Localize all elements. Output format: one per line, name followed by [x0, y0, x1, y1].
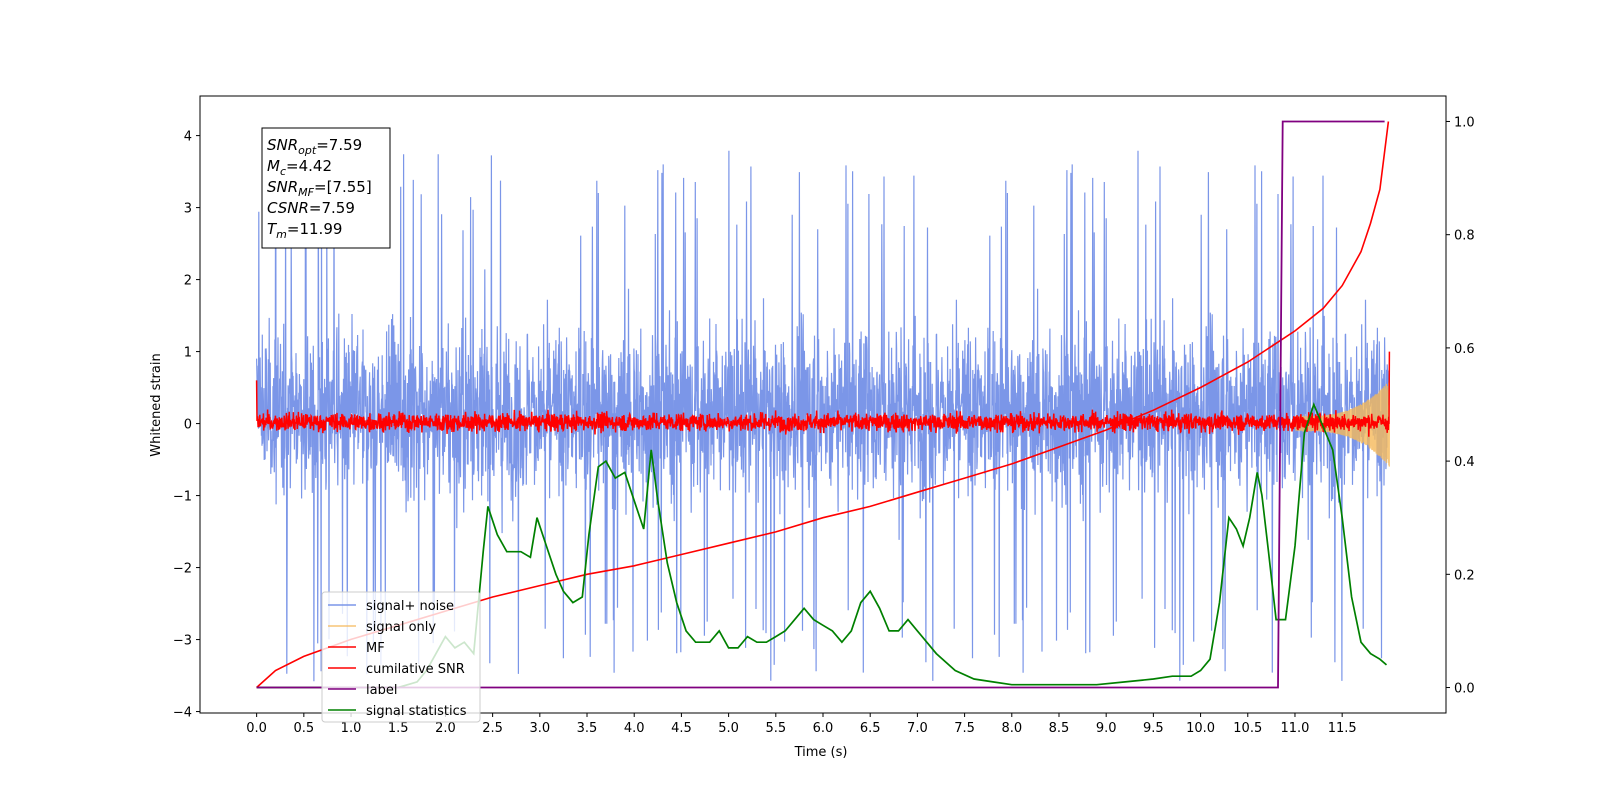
y2-tick-label: 0.4 [1454, 455, 1475, 470]
x-tick-label: 11.5 [1328, 721, 1357, 736]
x-tick-label: 0.0 [246, 721, 267, 736]
y2-tick-label: 1.0 [1454, 115, 1475, 130]
y-tick-label: 0 [184, 418, 192, 433]
legend-label: signal only [366, 620, 436, 635]
annotation-frame [261, 127, 391, 249]
y-tick-label: 3 [184, 202, 192, 217]
x-tick-label: 3.5 [577, 721, 598, 736]
series-signal-noise [256, 150, 1390, 682]
y-axis-left: 4 3 2 1 0 −1 −2 −3 −4 [173, 130, 200, 721]
x-tick-label: 4.0 [624, 721, 645, 736]
y2-tick-label: 0.2 [1454, 568, 1475, 583]
x-tick-label: 6.0 [813, 721, 834, 736]
y2-tick-label: 0.8 [1454, 229, 1475, 244]
x-tick-label: 10.5 [1233, 721, 1262, 736]
x-axis-title: Time (s) [794, 745, 848, 760]
legend-label: signal statistics [366, 704, 467, 719]
x-tick-label: 1.5 [388, 721, 409, 736]
legend-label: signal+ noise [366, 599, 454, 614]
series-label [256, 120, 1385, 689]
x-tick-label: 8.0 [1001, 721, 1022, 736]
x-tick-label: 4.5 [671, 721, 692, 736]
x-tick-label: 5.0 [718, 721, 739, 736]
x-tick-label: 10.0 [1186, 721, 1215, 736]
annotation-line: SNRopt=7.59 [267, 136, 362, 157]
annotation-line: CSNR=7.59 [267, 199, 355, 217]
series-mf [255, 351, 1391, 437]
x-tick-label: 2.5 [482, 721, 503, 736]
y-tick-label: −3 [173, 634, 192, 649]
y2-tick-label: 0.6 [1454, 342, 1475, 357]
legend-label: cumilative SNR [366, 662, 465, 677]
legend: signal+ noise signal only MF cumilative SNR… [321, 591, 481, 723]
y-tick-label: 1 [184, 346, 192, 361]
y2-tick-label: 0.0 [1454, 682, 1475, 697]
x-axis: 0.0 0.5 1.0 1.5 2.0 2.5 3.0 3.5 4.0 4.5 5.0 5.5 6.0 6… [246, 713, 1357, 736]
y-axis-right: 1.0 0.8 0.6 0.4 0.2 0.0 [1446, 115, 1475, 697]
y-tick-label: −2 [173, 562, 192, 577]
annotation-line: SNRMF=[7.55] [267, 178, 372, 199]
y-tick-label: 2 [184, 274, 192, 289]
x-tick-label: 9.5 [1143, 721, 1164, 736]
legend-frame [321, 591, 481, 723]
x-tick-label: 11.0 [1280, 721, 1309, 736]
y-axis-title: Whitened strain [149, 353, 164, 456]
x-tick-label: 6.5 [860, 721, 881, 736]
y-tick-label: −4 [173, 706, 192, 721]
y-tick-label: 4 [184, 130, 192, 145]
x-tick-label: 9.0 [1096, 721, 1117, 736]
legend-label: label [366, 683, 397, 698]
annotation-line: Mc=4.42 [267, 157, 332, 178]
x-tick-label: 0.5 [293, 721, 314, 736]
x-tick-label: 7.0 [907, 721, 928, 736]
x-tick-label: 7.5 [954, 721, 975, 736]
x-tick-label: 2.0 [435, 721, 456, 736]
x-tick-label: 1.0 [341, 721, 362, 736]
legend-label: MF [366, 641, 385, 656]
x-tick-label: 5.5 [765, 721, 786, 736]
y-tick-label: −1 [173, 490, 192, 505]
x-tick-label: 8.5 [1049, 721, 1070, 736]
annotation-line: Tm=11.99 [267, 220, 342, 241]
x-tick-label: 3.0 [529, 721, 550, 736]
series-signal-statistics [256, 402, 1388, 689]
